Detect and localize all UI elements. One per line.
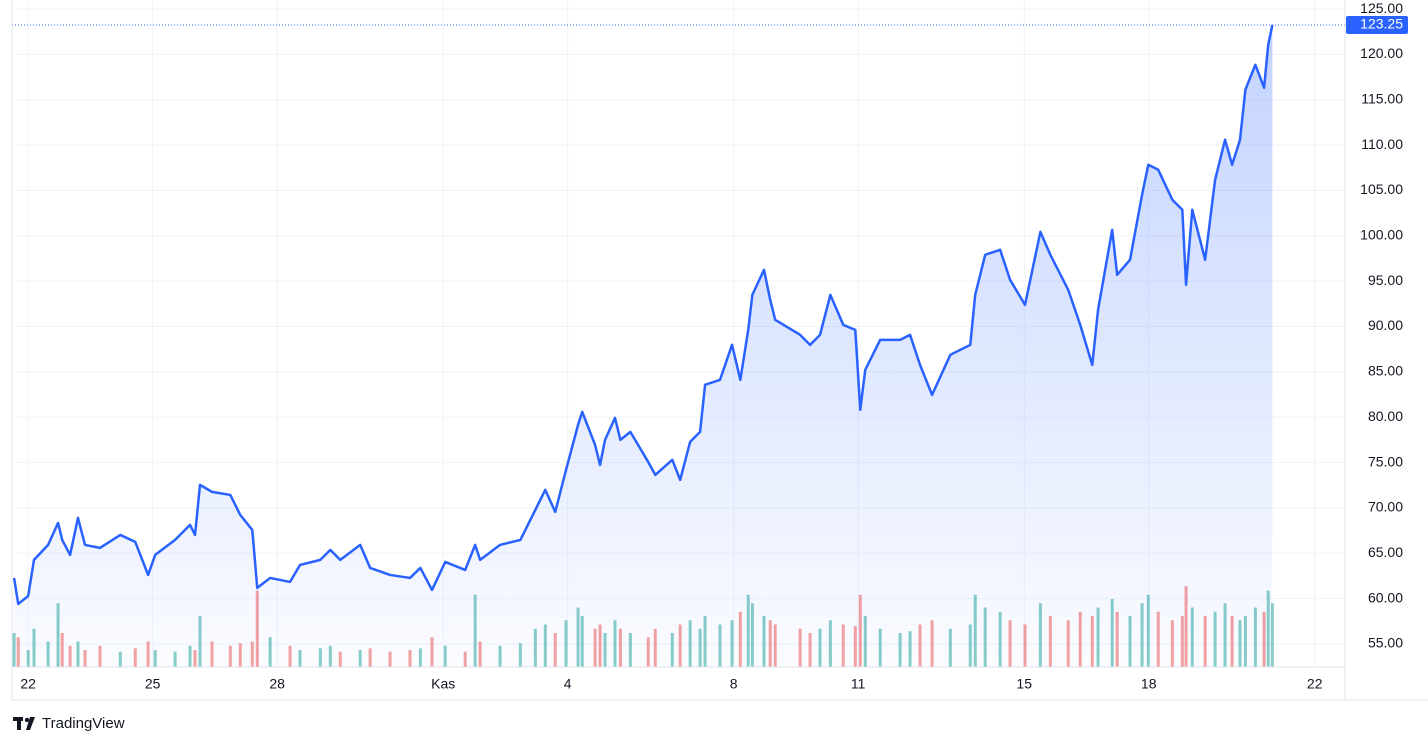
y-tick-label: 115.00 (1361, 90, 1403, 106)
brand-logo (13, 717, 35, 730)
y-tick-label: 65.00 (1368, 544, 1403, 560)
x-tick-label: 11 (851, 676, 866, 692)
price-line (12, 24, 1274, 606)
y-tick-label: 85.00 (1368, 363, 1403, 379)
x-tick-label: 18 (1141, 676, 1157, 692)
x-tick-label: Kas (431, 676, 455, 692)
x-tick-label: 15 (1016, 676, 1032, 692)
last-price-box (1346, 15, 1408, 34)
y-tick-label: 70.00 (1368, 499, 1403, 515)
y-tick-label: 95.00 (1368, 272, 1403, 288)
y-tick-label: 90.00 (1368, 317, 1403, 333)
x-tick-label: 28 (269, 676, 285, 692)
y-tick-label: 100.00 (1360, 227, 1403, 243)
x-tick-label: 22 (20, 676, 36, 692)
y-tick-label: 125.00 (1360, 0, 1403, 16)
y-tick-label: 75.00 (1368, 453, 1403, 469)
y-tick-label: 105.00 (1360, 181, 1403, 197)
price-area (14, 24, 1273, 667)
y-tick-label: 55.00 (1368, 635, 1403, 651)
y-tick-label: 60.00 (1368, 589, 1403, 605)
x-tick-label: 4 (564, 676, 572, 692)
volume-bar (1270, 603, 1274, 667)
x-tick-label: 8 (730, 676, 738, 692)
y-tick-label: 110.00 (1361, 136, 1403, 152)
x-tick-label: 25 (145, 676, 161, 692)
volume-bar (12, 633, 16, 667)
y-tick-label: 80.00 (1368, 408, 1403, 424)
brand-name: TradingView (42, 715, 125, 732)
last-price-label: 123.25 (1360, 16, 1403, 32)
x-tick-label: 22 (1307, 676, 1323, 692)
y-tick-label: 120.00 (1360, 45, 1403, 61)
